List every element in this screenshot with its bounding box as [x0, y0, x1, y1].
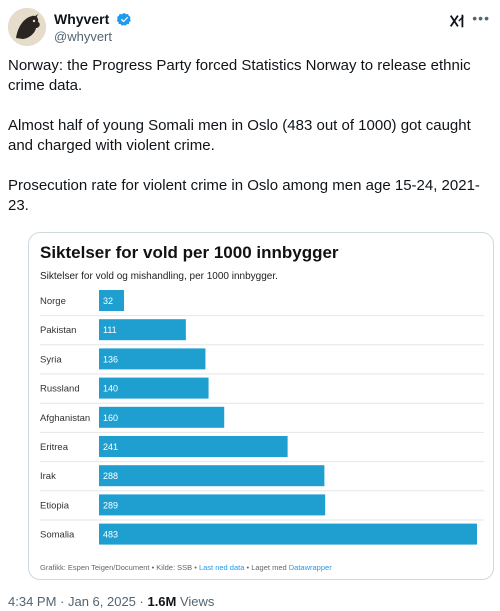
display-name[interactable]: Whyvert	[54, 11, 110, 27]
value-label: 483	[103, 530, 118, 540]
tweet-text: Norway: the Progress Party forced Statis…	[8, 56, 492, 216]
value-label: 241	[103, 442, 118, 452]
category-label: Eritrea	[40, 442, 69, 453]
category-label: Syria	[40, 354, 62, 365]
category-label: Norge	[40, 296, 66, 307]
avatar[interactable]	[8, 8, 46, 46]
bar	[99, 290, 125, 311]
tweet-paragraph: Norway: the Progress Party forced Statis…	[8, 57, 471, 94]
bar	[99, 523, 477, 545]
chart-footer-text: Grafikk: Espen Teigen/Document • Kilde: …	[40, 563, 199, 572]
value-label: 136	[103, 354, 118, 364]
value-label: 160	[103, 413, 118, 423]
category-label: Afghanistan	[40, 413, 90, 424]
bar	[99, 348, 206, 370]
views-label: Views	[176, 594, 215, 609]
category-label: Etiopia	[40, 500, 70, 511]
bar	[99, 465, 325, 487]
chart-footer: Grafikk: Espen Teigen/Document • Kilde: …	[40, 563, 332, 572]
grok-icon[interactable]	[448, 12, 466, 30]
download-data-link[interactable]: Last ned data	[198, 563, 245, 572]
tweet-paragraph: Almost half of young Somali men in Oslo …	[8, 117, 471, 154]
value-label: 140	[103, 384, 118, 394]
value-label: 111	[103, 325, 117, 335]
bar	[99, 319, 186, 341]
value-label: 288	[103, 471, 118, 481]
bar	[99, 494, 326, 516]
more-options-icon[interactable]: •••	[472, 10, 490, 26]
bar-chart: Norge 32 Pakistan 111 Syria 136 Russland 140 Afg…	[40, 290, 484, 545]
bar	[99, 436, 288, 457]
chart-card[interactable]: Siktelser for vold per 1000 innbygger Si…	[28, 232, 494, 580]
tweet-header: Whyvert @whyvert •••	[8, 8, 492, 48]
user-handle[interactable]: @whyvert	[54, 29, 112, 45]
views-count: 1.6M	[147, 594, 177, 609]
category-label: Russland	[40, 384, 80, 395]
avatar-image	[8, 8, 46, 46]
chart-footer-text: • Laget med	[244, 563, 289, 572]
tweet-timestamp[interactable]: 4:34 PM · Jan 6, 2025 ·	[8, 594, 148, 609]
chart-title: Siktelser for vold per 1000 innbygger	[40, 243, 339, 262]
bar	[99, 406, 225, 428]
datawrapper-link[interactable]: Datawrapper	[288, 563, 332, 572]
chart-subtitle: Siktelser for vold og mishandling, per 1…	[40, 271, 278, 282]
tweet-meta: 4:34 PM · Jan 6, 2025 · 1.6M Views	[8, 594, 214, 609]
bar	[99, 377, 209, 399]
tweet-paragraph: Prosecution rate for violent crime in Os…	[8, 177, 480, 214]
verified-badge-icon	[116, 12, 131, 26]
value-label: 289	[103, 500, 118, 510]
value-label: 32	[103, 296, 113, 306]
category-label: Irak	[40, 471, 56, 482]
category-label: Somalia	[40, 530, 75, 541]
category-label: Pakistan	[40, 325, 76, 336]
